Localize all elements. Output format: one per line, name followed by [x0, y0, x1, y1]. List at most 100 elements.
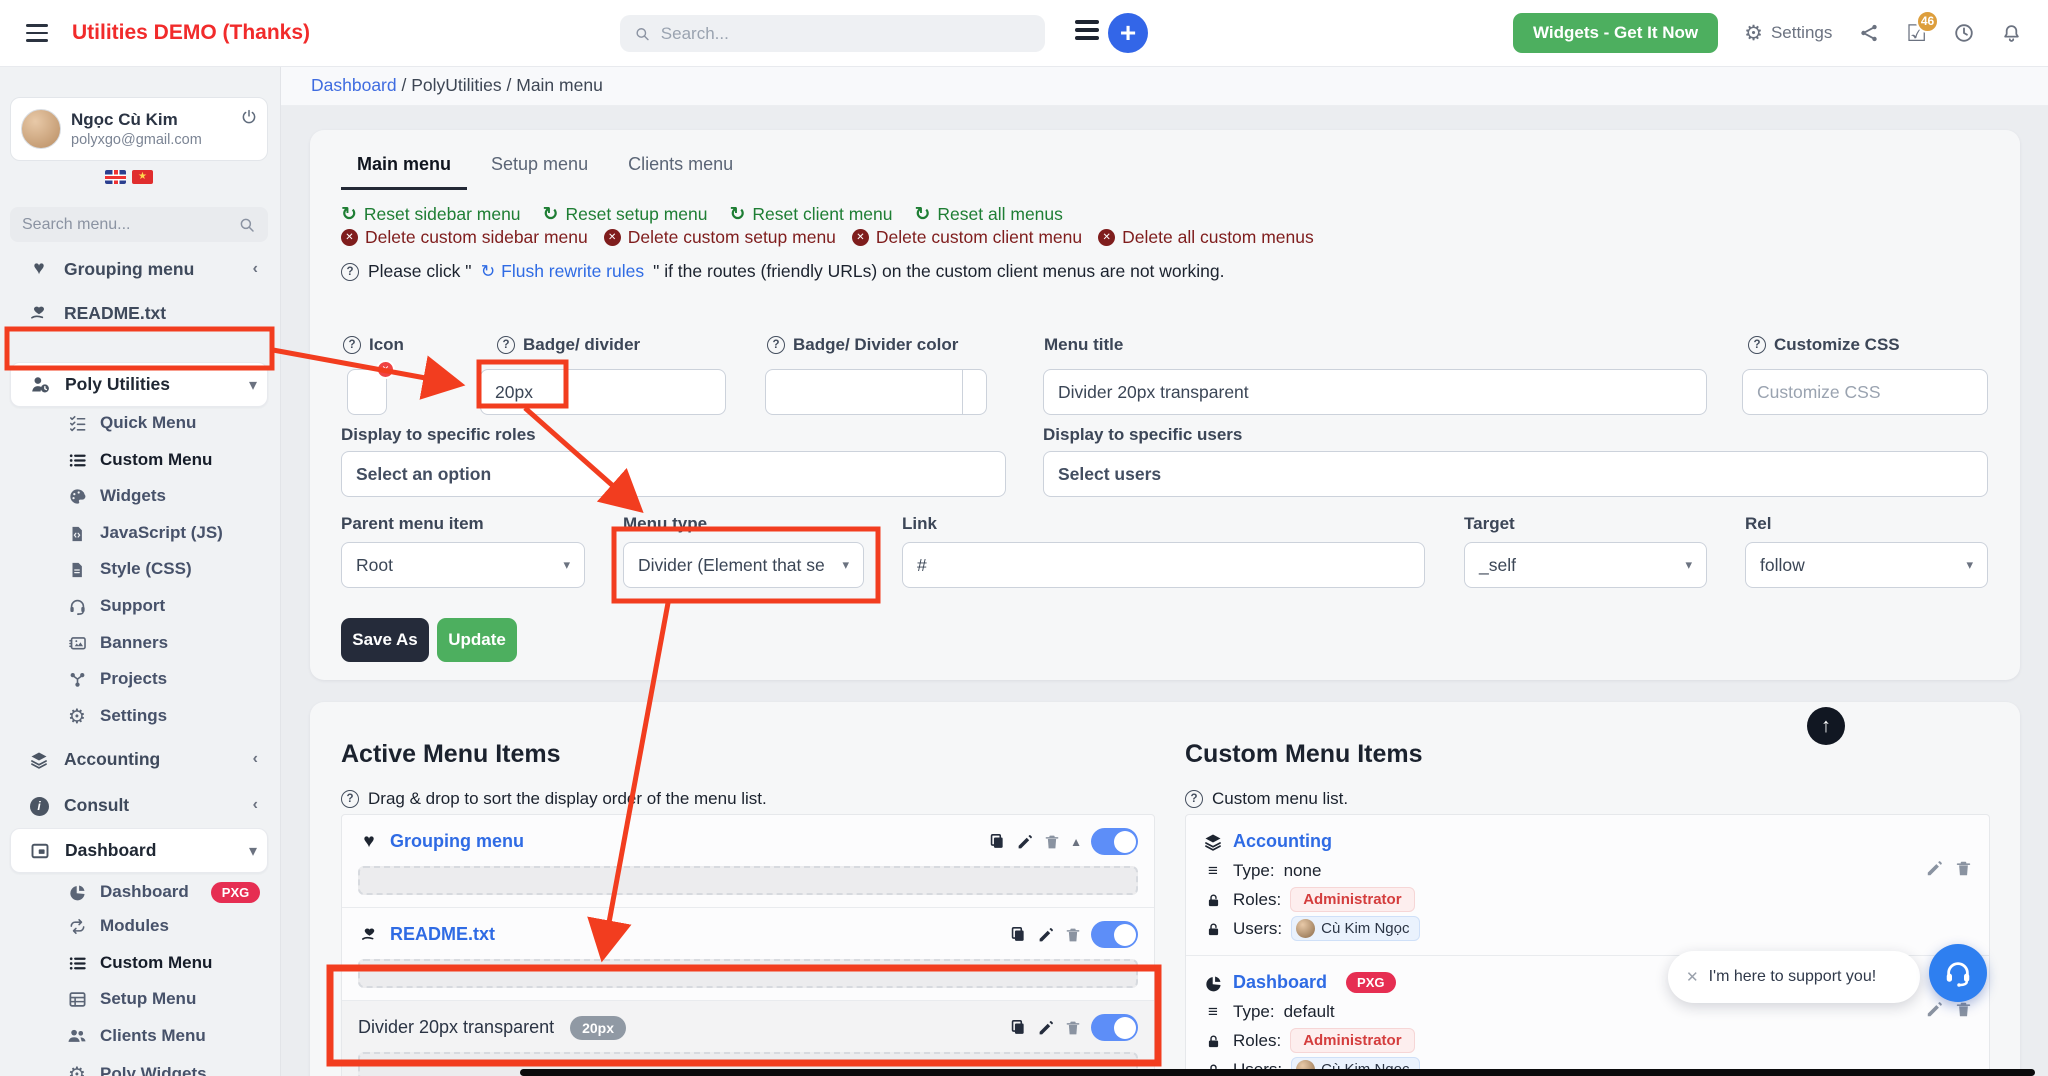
vietnam-flag-icon[interactable]: ★: [132, 170, 153, 184]
reset-sidebar-menu-link[interactable]: ↻ Reset sidebar menu: [341, 204, 521, 225]
widgets-get-it-now-button[interactable]: Widgets - Get It Now: [1512, 13, 1719, 53]
tasks-button[interactable]: ☑ 46: [1906, 9, 1939, 45]
delete-button[interactable]: [1064, 926, 1082, 944]
active-menu-row-readme[interactable]: README.txt: [342, 908, 1154, 1001]
sidebar-item-javascript[interactable]: JavaScript (JS): [10, 515, 268, 551]
uk-flag-icon[interactable]: [105, 170, 126, 184]
settings-menu[interactable]: ⚙ Settings: [1744, 23, 1832, 44]
delete-all-custom-menus-link[interactable]: ✕ Delete all custom menus: [1098, 227, 1314, 248]
sidebar-item-custom-menu[interactable]: Custom Menu: [10, 442, 268, 478]
sidebar-item-settings[interactable]: ⚙ Settings: [10, 698, 268, 734]
sidebar-item-dashboard-group[interactable]: Dashboard ▾: [10, 828, 268, 873]
visibility-toggle[interactable]: [1091, 828, 1138, 855]
sidebar-item-readme[interactable]: README.txt: [10, 295, 268, 331]
customize-css-input[interactable]: [1742, 369, 1988, 415]
menu-toggle-icon[interactable]: [26, 24, 48, 42]
custom-menu-item-dashboard[interactable]: Dashboard PXG ≡ Type: default Roles: Adm…: [1186, 956, 1989, 1076]
sidebar-item-accounting[interactable]: Accounting ‹: [10, 741, 268, 777]
add-button[interactable]: +: [1108, 13, 1148, 53]
delete-button[interactable]: [1954, 859, 1973, 878]
chat-support-button[interactable]: [1929, 944, 1987, 1002]
sidebar-item-widgets[interactable]: Widgets: [10, 478, 268, 514]
active-menu-row-grouping[interactable]: ♥ Grouping menu ▲: [342, 815, 1154, 908]
target-select[interactable]: _self ▾: [1464, 542, 1707, 588]
visibility-toggle[interactable]: [1091, 921, 1138, 948]
user-card[interactable]: Ngọc Cù Kim polyxgo@gmail.com: [10, 97, 268, 161]
global-search[interactable]: [620, 15, 1045, 52]
edit-button[interactable]: [1037, 926, 1055, 944]
flush-rewrite-rules-link[interactable]: ↻ Flush rewrite rules: [480, 261, 645, 281]
caret-up-icon[interactable]: ▲: [1070, 834, 1082, 849]
sidebar-search[interactable]: [10, 207, 268, 242]
edit-button[interactable]: [1925, 859, 1944, 878]
active-menu-row-divider[interactable]: Divider 20px transparent 20px: [342, 1001, 1154, 1076]
delete-custom-client-menu-link[interactable]: ✕ Delete custom client menu: [851, 227, 1082, 248]
duplicate-button[interactable]: [1009, 925, 1028, 944]
history-button[interactable]: [1953, 22, 1975, 44]
menu-title-input[interactable]: [1043, 369, 1707, 415]
delete-custom-sidebar-menu-link[interactable]: ✕ Delete custom sidebar menu: [341, 227, 588, 248]
active-item-link[interactable]: Grouping menu: [390, 831, 524, 851]
drag-drop-zone[interactable]: [358, 866, 1138, 895]
sidebar-item-poly-widgets-partial[interactable]: ⚙ Poly Widgets: [10, 1056, 268, 1076]
parent-menu-select[interactable]: Root ▾: [341, 542, 585, 588]
badge-divider-input[interactable]: [480, 369, 726, 415]
tab-setup-menu[interactable]: Setup menu: [491, 154, 589, 174]
rel-select[interactable]: follow ▾: [1745, 542, 1988, 588]
update-button[interactable]: Update: [437, 618, 517, 662]
sidebar-item-poly-utilities[interactable]: Poly Utilities ▾: [10, 362, 268, 407]
edit-button[interactable]: [1016, 833, 1034, 851]
sidebar-item-consult[interactable]: i Consult ‹: [10, 787, 268, 823]
logout-button[interactable]: [240, 106, 258, 127]
global-search-input[interactable]: [660, 23, 1031, 44]
notifications-button[interactable]: [2001, 23, 2022, 44]
custom-item-link[interactable]: Dashboard: [1233, 972, 1328, 992]
sidebar-search-input[interactable]: [22, 215, 238, 234]
sidebar: Ngọc Cù Kim polyxgo@gmail.com ★ ♥ Groupi…: [0, 66, 281, 1076]
sidebar-item-style-css[interactable]: Style (CSS): [10, 551, 268, 587]
dense-menu-icon[interactable]: [1075, 20, 1099, 40]
drag-drop-zone[interactable]: [358, 959, 1138, 988]
reset-all-menus-link[interactable]: ↻ Reset all menus: [914, 204, 1063, 225]
reset-setup-menu-link[interactable]: ↻ Reset setup menu: [542, 204, 708, 225]
visibility-toggle[interactable]: [1091, 1014, 1138, 1041]
sidebar-item-setup-menu[interactable]: Setup Menu: [10, 981, 268, 1017]
delete-button[interactable]: [1064, 1019, 1082, 1037]
sidebar-item-projects[interactable]: Projects: [10, 661, 268, 697]
edit-button[interactable]: [1925, 1000, 1944, 1019]
color-swatch[interactable]: [963, 369, 987, 415]
custom-item-link[interactable]: Accounting: [1233, 831, 1332, 851]
breadcrumb-dashboard-link[interactable]: Dashboard: [311, 75, 397, 95]
bell-icon: [2004, 24, 2019, 42]
sidebar-item-label: Widgets: [100, 486, 166, 505]
delete-button[interactable]: [1043, 833, 1061, 851]
delete-custom-setup-menu-link[interactable]: ✕ Delete custom setup menu: [603, 227, 836, 248]
scroll-to-top-button[interactable]: ↑: [1807, 707, 1845, 745]
save-as-button[interactable]: Save As: [341, 618, 429, 662]
close-icon[interactable]: ✕: [1686, 969, 1699, 986]
sidebar-item-grouping-menu[interactable]: ♥ Grouping menu ‹: [10, 251, 268, 287]
sidebar-item-modules[interactable]: Modules: [10, 908, 268, 944]
link-input[interactable]: [902, 542, 1425, 588]
sidebar-item-support[interactable]: Support: [10, 588, 268, 624]
nodes-icon: [66, 669, 88, 689]
tab-clients-menu[interactable]: Clients menu: [628, 154, 734, 174]
tab-main-menu[interactable]: Main menu: [341, 144, 468, 190]
sidebar-item-clients-menu[interactable]: Clients Menu: [10, 1018, 268, 1054]
custom-menu-item-accounting[interactable]: Accounting ≡ Type: none Roles: Administr…: [1186, 815, 1989, 956]
reset-client-menu-link[interactable]: ↻ Reset client menu: [729, 204, 893, 225]
edit-button[interactable]: [1037, 1019, 1055, 1037]
share-button[interactable]: [1858, 22, 1880, 44]
duplicate-button[interactable]: [1009, 1018, 1028, 1037]
menu-type-select[interactable]: Divider (Element that se ▾: [623, 542, 864, 588]
badge-color-input[interactable]: [765, 369, 963, 415]
active-item-link[interactable]: README.txt: [390, 924, 496, 944]
sidebar-item-dashboard[interactable]: Dashboard PXG: [10, 874, 268, 910]
users-select[interactable]: Select users: [1043, 451, 1988, 497]
sidebar-item-banners[interactable]: Banners: [10, 625, 268, 661]
duplicate-button[interactable]: [988, 832, 1007, 851]
sidebar-item-custom-menu-dashboard[interactable]: Custom Menu: [10, 945, 268, 981]
roles-select[interactable]: Select an option: [341, 451, 1006, 497]
delete-button[interactable]: [1954, 1000, 1973, 1019]
sidebar-item-quick-menu[interactable]: Quick Menu: [10, 405, 268, 441]
